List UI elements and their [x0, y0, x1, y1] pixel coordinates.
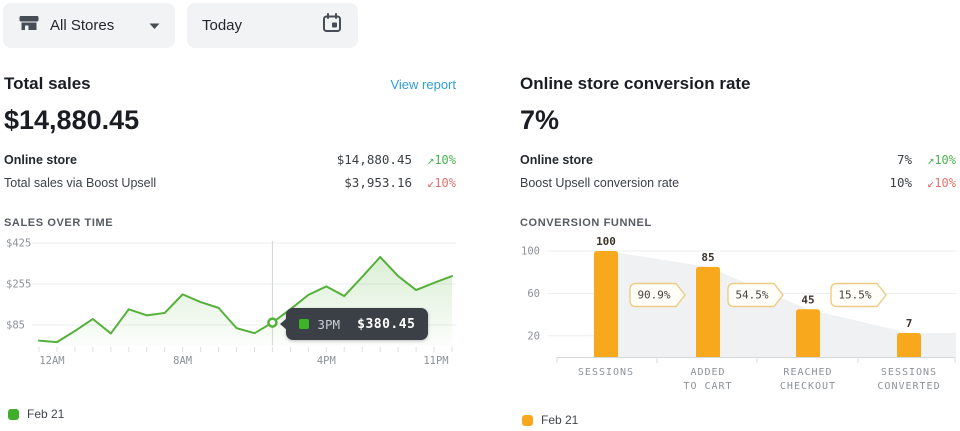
- metric-label: Total sales via Boost Upsell: [4, 175, 157, 190]
- metric-label: Boost Upsell conversion rate: [520, 175, 680, 190]
- total-sales-value: $14,880.45: [4, 105, 140, 135]
- category-label: SESSIONS: [881, 367, 937, 378]
- funnel-bar[interactable]: [594, 251, 618, 357]
- x-axis-label: 11PM: [423, 355, 448, 367]
- x-axis-label: 12AM: [39, 355, 64, 367]
- metric-row-online-store-rate: Online store 7% ↗10%: [520, 148, 956, 171]
- legend-swatch-green: [8, 408, 19, 420]
- bar-value-label: 45: [801, 293, 814, 306]
- view-report-link[interactable]: View report: [390, 77, 456, 92]
- metric-value: 10%: [889, 175, 912, 190]
- calendar-icon: [321, 12, 343, 39]
- total-sales-panel: Total sales View report $14,880.45 Onlin…: [4, 48, 456, 427]
- legend-swatch-orange: [522, 414, 533, 426]
- hover-point-marker: [267, 317, 278, 328]
- total-sales-title: Total sales: [4, 74, 91, 93]
- funnel-bar[interactable]: [897, 333, 921, 357]
- legend-label: Feb 21: [541, 413, 579, 427]
- conversion-rate-panel: Online store conversion rate 7% Online s…: [520, 48, 956, 427]
- category-label: CONVERTED: [877, 381, 940, 392]
- metric-label: Online store: [4, 152, 77, 167]
- sales-line: [38, 255, 453, 344]
- sales-over-time-label: SALES OVER TIME: [4, 217, 114, 229]
- bar-value-label: 100: [596, 235, 616, 248]
- bar-value-label: 7: [906, 317, 913, 330]
- tooltip-time: 3PM: [317, 316, 340, 332]
- conversion-rate-title: Online store conversion rate: [520, 74, 751, 93]
- chevron-down-icon: [149, 17, 160, 35]
- chart-tooltip: 3PM $380.45: [280, 308, 429, 340]
- conversion-rate-badge-label: 15.5%: [838, 289, 871, 302]
- store-selector-button[interactable]: All Stores: [3, 3, 175, 48]
- store-selector-label: All Stores: [50, 17, 115, 34]
- y-axis-label: 20: [527, 330, 540, 342]
- y-axis-label: $255: [6, 279, 31, 291]
- category-label: CHECKOUT: [780, 381, 836, 392]
- sales-chart-area: $425 $255 $85 12AM 8AM 4PM 11PM 3PM $380.45: [4, 233, 456, 373]
- delta-down-badge: ↙10%: [427, 175, 456, 190]
- conversion-funnel-chart[interactable]: 100 60 20 100 85 45 7 90.9% 54.5% 15.5% SESSIONS AD…: [520, 233, 956, 395]
- y-axis-label: $85: [6, 320, 25, 332]
- y-axis-label: 60: [527, 288, 540, 300]
- topbar: All Stores Today: [0, 0, 960, 48]
- bar-value-label: 85: [701, 251, 714, 264]
- conversion-rate-badge-label: 90.9%: [637, 289, 670, 302]
- category-label: ADDED: [690, 367, 725, 378]
- conversion-rate-badge: [727, 282, 784, 308]
- category-label: SESSIONS: [578, 367, 634, 378]
- category-label: TO CART: [683, 381, 732, 392]
- metric-row-online-store: Online store $14,880.45 ↗10%: [4, 148, 456, 171]
- conversion-funnel-label: CONVERSION FUNNEL: [520, 217, 652, 229]
- category-label: REACHED: [783, 367, 832, 378]
- dashboard: Total sales View report $14,880.45 Onlin…: [0, 48, 960, 427]
- funnel-legend: Feb 21: [522, 413, 956, 427]
- metric-label: Online store: [520, 152, 593, 167]
- conversion-rate-badge: [629, 282, 686, 308]
- date-selector-button[interactable]: Today: [187, 3, 358, 48]
- funnel-bar[interactable]: [696, 266, 720, 357]
- tooltip-series-swatch: [299, 319, 310, 329]
- conversion-rate-value: 7%: [520, 105, 560, 135]
- metric-value: $3,953.16: [344, 175, 412, 190]
- legend-label: Feb 21: [27, 407, 65, 421]
- delta-down-badge: ↙10%: [927, 175, 956, 190]
- delta-up-badge: ↗10%: [427, 152, 456, 167]
- y-axis-label: 100: [521, 246, 540, 258]
- store-icon: [18, 12, 40, 39]
- sales-legend: Feb 21: [8, 407, 456, 421]
- conversion-rate-badge: [830, 282, 887, 308]
- x-axis-label: 4PM: [317, 355, 336, 367]
- metric-value: 7%: [896, 152, 912, 167]
- tooltip-value: $380.45: [357, 316, 416, 332]
- date-selector-label: Today: [202, 17, 243, 34]
- delta-up-badge: ↗10%: [927, 152, 956, 167]
- x-axis-label: 8AM: [173, 355, 192, 367]
- sales-over-time-chart[interactable]: $425 $255 $85 12AM 8AM 4PM 11PM: [4, 233, 456, 368]
- metric-row-boost-upsell: Total sales via Boost Upsell $3,953.16 ↙…: [4, 171, 456, 194]
- funnel-decline-shadow: [606, 251, 956, 357]
- conversion-rate-badge-label: 54.5%: [735, 289, 768, 302]
- y-axis-label: $425: [6, 238, 31, 250]
- funnel-chart-area: 100 60 20 100 85 45 7 90.9% 54.5% 15.5% SESSIONS AD…: [520, 233, 956, 400]
- funnel-bar[interactable]: [796, 309, 820, 357]
- metric-value: $14,880.45: [336, 152, 412, 167]
- metric-row-boost-upsell-rate: Boost Upsell conversion rate 10% ↙10%: [520, 171, 956, 194]
